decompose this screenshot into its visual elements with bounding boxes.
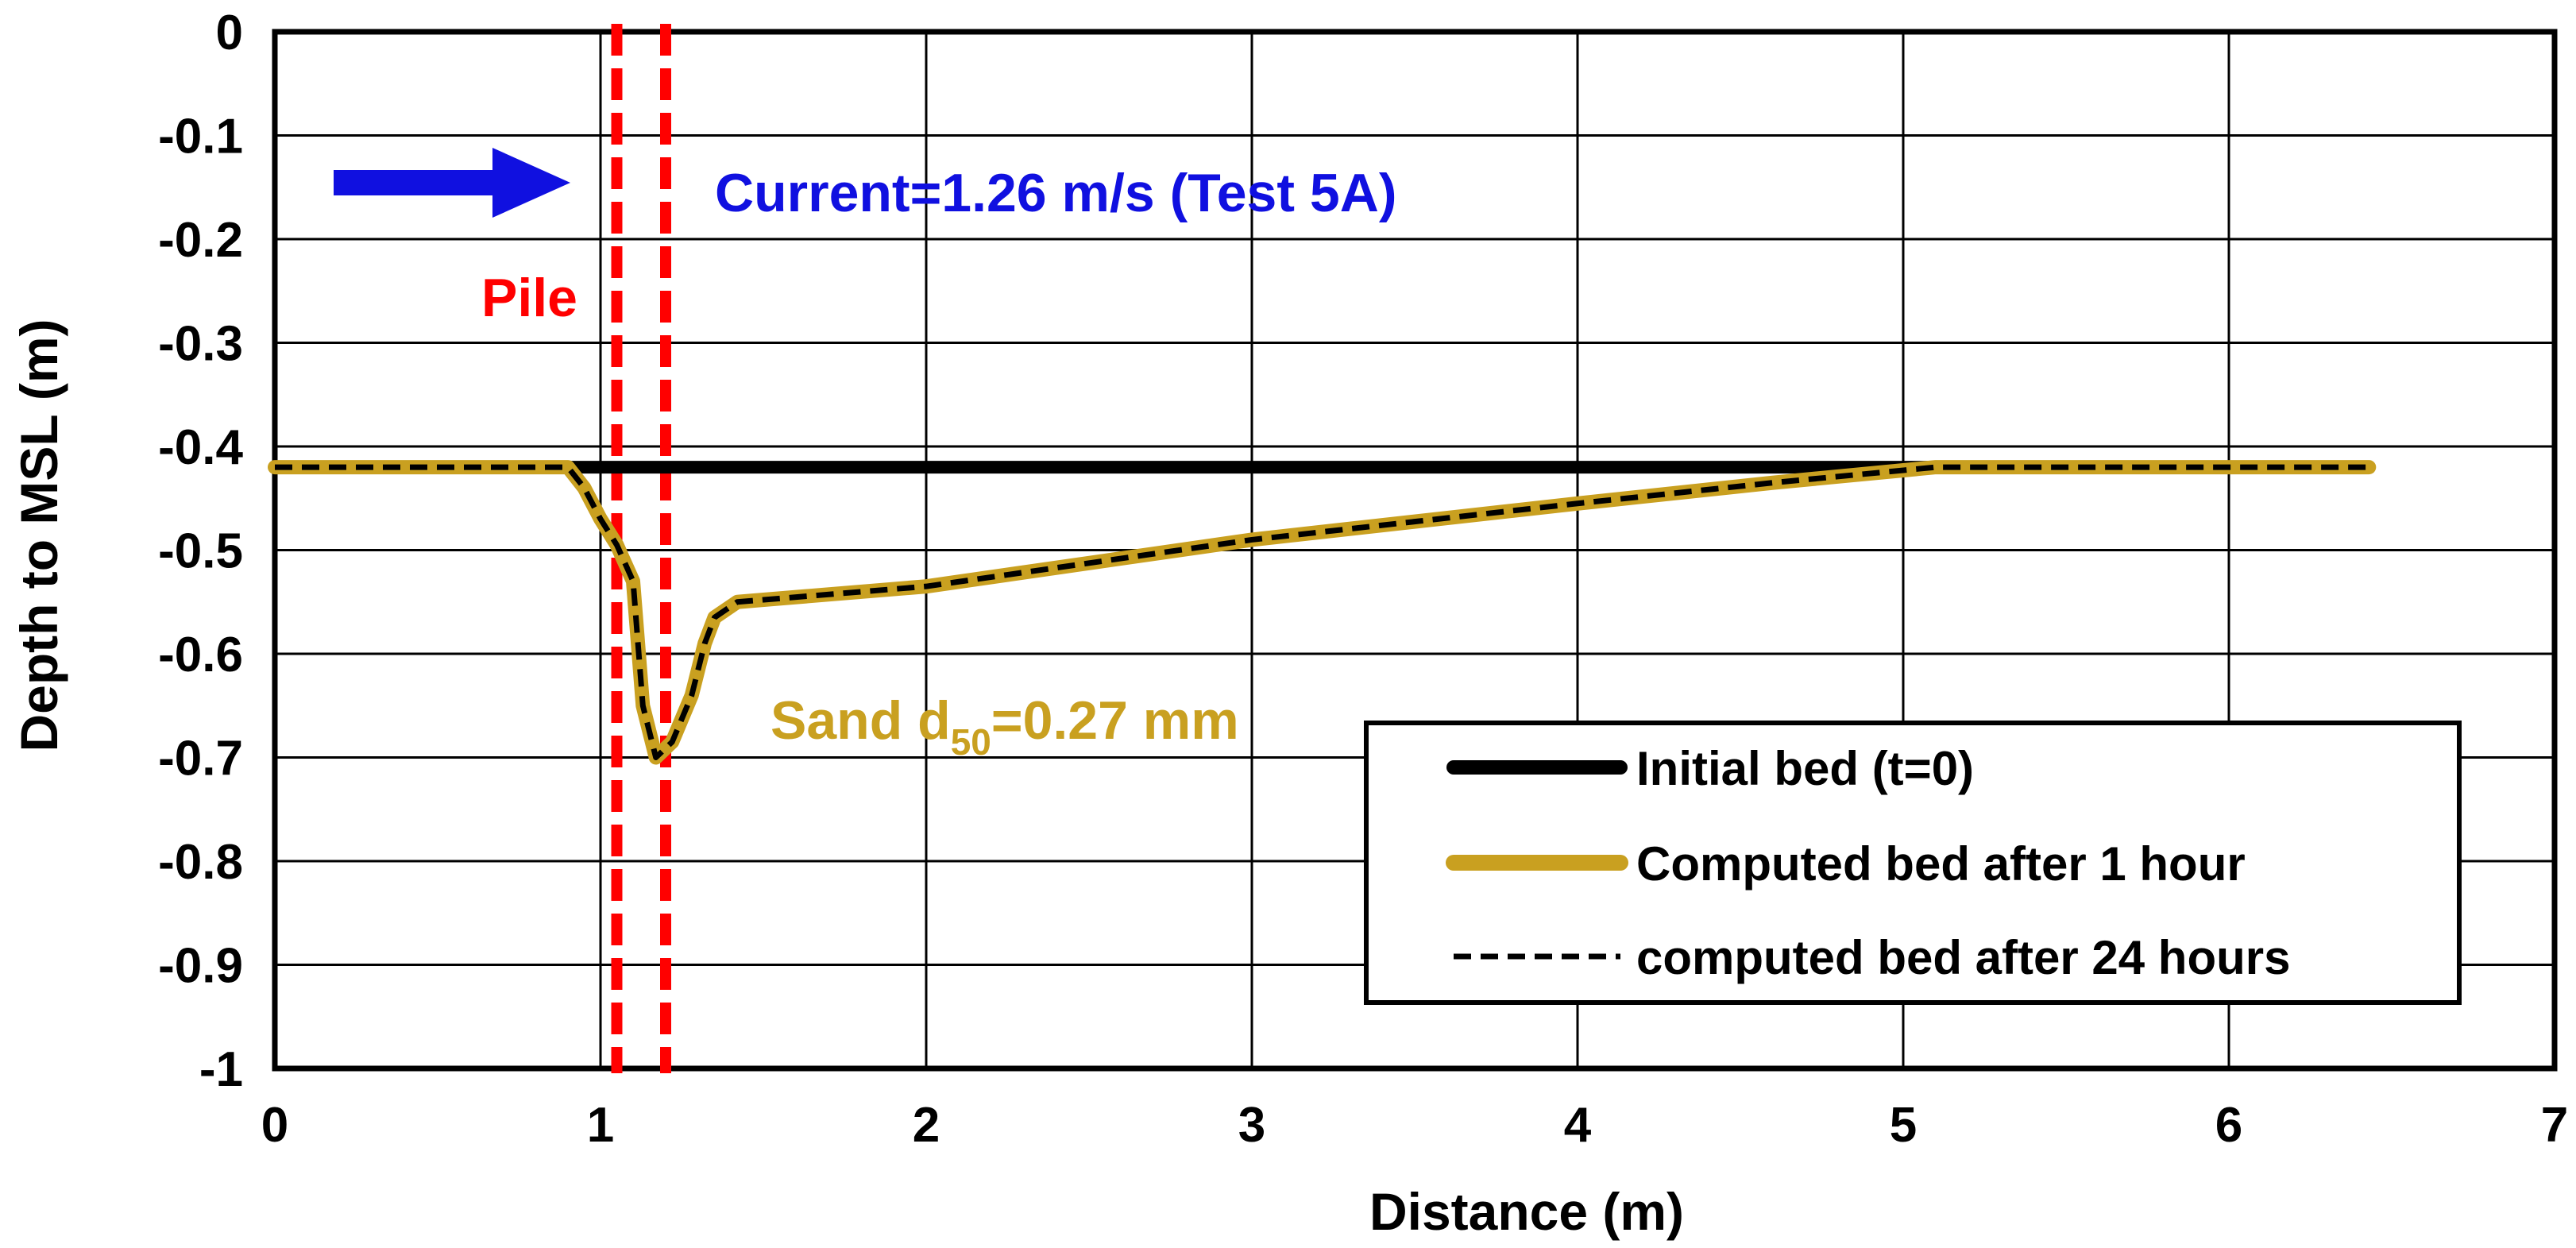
plot-frame (272, 29, 2558, 1072)
x-tick-label: 4 (1564, 1098, 1592, 1153)
y-tick-label: -0.4 (158, 420, 243, 475)
x-axis-label: Distance (m) (1369, 1182, 1684, 1241)
plot-area-frame (272, 29, 2558, 1072)
y-tick-label: -1 (199, 1042, 243, 1097)
series-lines (268, 460, 2377, 765)
y-tick-label: -0.2 (158, 213, 243, 268)
legend: Initial bed (t=0) Computed bed after 1 ho… (1364, 721, 2462, 1005)
y-tick-label: -0.3 (158, 317, 243, 372)
current-annotation: Current=1.26 m/s (Test 5A) (715, 163, 1396, 223)
y-tick-label: -0.1 (158, 110, 243, 164)
y-tick-label: -0.5 (158, 524, 243, 579)
sand-annotation-subscript: 50 (951, 721, 991, 763)
sand-annotation: Sand d50=0.27 mm (770, 690, 1239, 763)
legend-label: Computed bed after 1 hour (1636, 837, 2246, 891)
legend-item-bed-1-hour: Computed bed after 1 hour (1446, 837, 2246, 891)
y-tick-label: -0.9 (158, 939, 243, 994)
current-arrow-icon (334, 148, 570, 218)
x-tick-label: 0 (261, 1098, 288, 1153)
legend-item-initial-bed: Initial bed (t=0) (1446, 742, 1974, 795)
pile-label: Pile (481, 268, 577, 328)
x-tick-label: 7 (2541, 1098, 2568, 1153)
y-tick-label: -0.7 (158, 732, 243, 786)
series-bed-24-hours (275, 464, 2369, 760)
pile-lines (611, 24, 671, 1073)
legend-label: Initial bed (t=0) (1636, 742, 1974, 795)
sand-annotation-suffix: =0.27 mm (991, 690, 1239, 751)
x-tick-label: 5 (1890, 1098, 1917, 1153)
y-axis-label: Depth to MSL (m) (10, 319, 68, 752)
y-tick-label: 0 (216, 6, 243, 60)
sand-annotation-prefix: Sand d (770, 690, 951, 751)
y-tick-labels: 0 -0.1 -0.2 -0.3 -0.4 -0.5 -0.6 -0.7 -0.8 -0.9 -1 (158, 6, 243, 1097)
x-tick-label: 2 (913, 1098, 940, 1153)
x-tick-label: 1 (587, 1098, 614, 1153)
y-tick-label: -0.6 (158, 628, 243, 682)
legend-label: computed bed after 24 hours (1636, 931, 2290, 984)
legend-item-bed-24-hours: computed bed after 24 hours (1454, 931, 2290, 984)
x-tick-label: 6 (2215, 1098, 2242, 1153)
x-tick-labels: 0 1 2 3 4 5 6 7 (261, 1098, 2568, 1153)
x-tick-label: 3 (1238, 1098, 1265, 1153)
y-tick-label: -0.8 (158, 835, 243, 890)
